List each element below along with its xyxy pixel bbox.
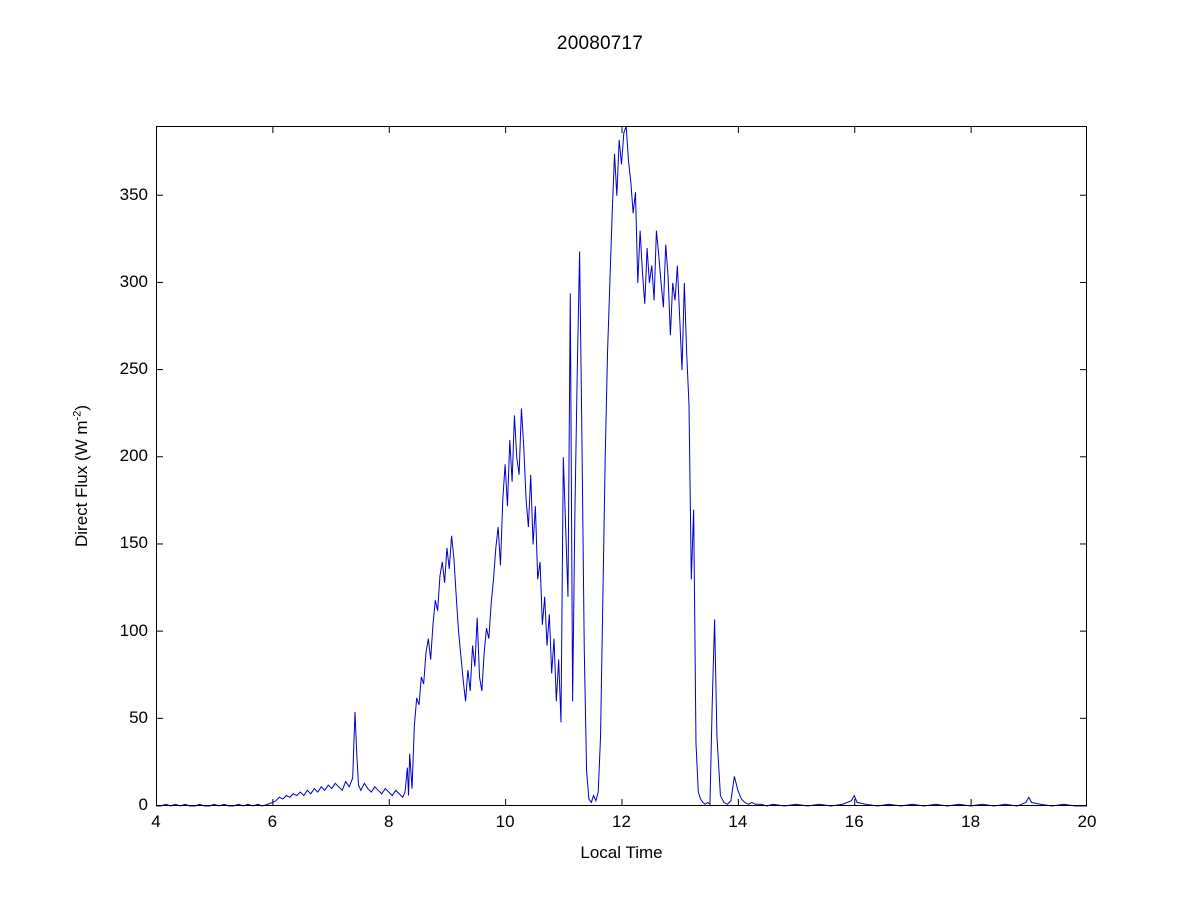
x-tick-label: 6 [267,812,278,831]
plot-area [156,125,1087,807]
y-tick-label: 50 [129,707,148,727]
y-tick-label: 100 [119,620,148,640]
y-tick-label: 200 [119,446,148,466]
y-axis-label-exponent: -2 [71,410,84,421]
y-tick-label: 150 [119,533,148,553]
x-tick-label: 10 [495,812,515,831]
x-tick-label: 20 [1077,812,1097,831]
x-axis-label: Local Time [580,843,663,862]
y-tick-label: 0 [138,795,148,814]
x-tick-label: 18 [961,812,981,831]
chart-title: 20080717 [556,33,644,54]
y-tick-label: 250 [119,359,148,379]
x-tick-label: 8 [384,812,394,831]
y-tick-label: 350 [119,184,148,204]
y-axis-label-text: Direct Flux (W m [72,420,91,547]
data-series-line [156,125,1087,807]
plot-box-border [156,126,1087,806]
x-tick-label: 4 [151,812,161,831]
y-tick-label: 300 [119,271,148,291]
axis-ticks [156,126,1087,806]
x-tick-label: 12 [612,812,631,831]
x-tick-label: 16 [844,812,864,831]
y-axis-label-tail: ) [72,405,91,411]
x-tick-label: 14 [728,812,748,831]
plot-svg [156,125,1087,807]
